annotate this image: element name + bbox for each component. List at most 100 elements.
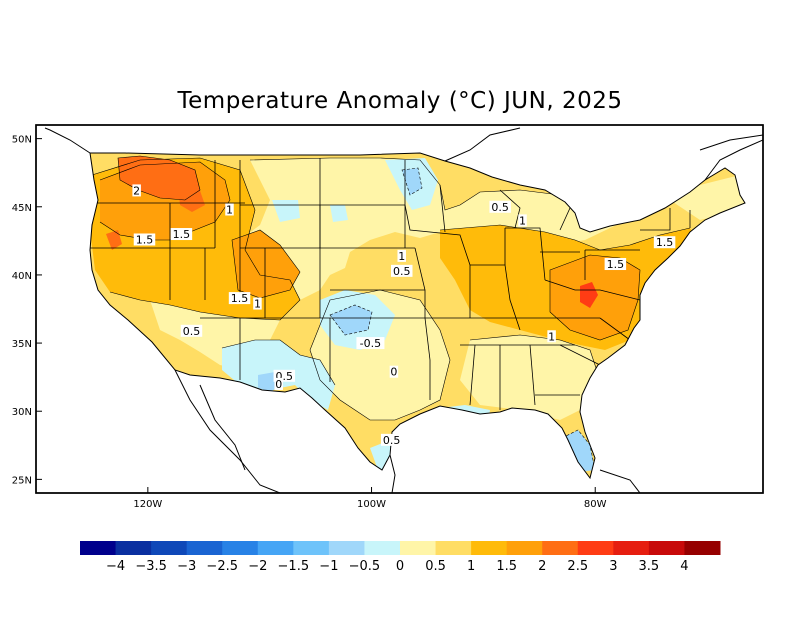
colorbar-label: −3 [177, 559, 196, 574]
colorbar-label: −1 [319, 559, 338, 574]
contour-label-text: 1 [398, 250, 405, 263]
contour-label: 1 [253, 297, 262, 311]
colorbar-swatch [151, 541, 188, 555]
contour-label-text: -0.5 [360, 337, 381, 350]
contour-label-text: 0.5 [383, 434, 401, 447]
colorbar-label: −1.5 [278, 559, 310, 574]
colorbar-swatch [684, 541, 721, 555]
colorbar-swatch [364, 541, 401, 555]
colorbar-label: −2 [248, 559, 267, 574]
colorbar-swatch [115, 541, 152, 555]
colorbar-swatch [328, 541, 365, 555]
contour-label-text: 1 [254, 298, 261, 311]
contour-label-bg [380, 433, 403, 446]
chart-title: Temperature Anomaly (°C) JUN, 2025 [177, 88, 623, 114]
contour-label-bg [604, 258, 627, 271]
contour-label: 0 [274, 377, 283, 391]
colorbar-swatch [542, 541, 579, 555]
lat-tick-label: 50N [12, 135, 32, 146]
lat-tick-label: 35N [12, 339, 32, 350]
baja-coast [174, 369, 281, 493]
anomaly-region-1.5-2-utah [232, 230, 300, 298]
contour-label-bg [225, 203, 234, 216]
colorbar-swatch [293, 541, 330, 555]
contour-label-bg [389, 365, 399, 378]
st-lawrence-coast [699, 134, 763, 151]
contour-label: 1 [547, 330, 556, 343]
lat-tick-label: 25N [12, 475, 32, 486]
contour-label: 1.5 [133, 233, 156, 246]
ontario-border [444, 127, 521, 162]
contour-label: 1 [397, 249, 406, 263]
contour-label: 1.5 [604, 258, 627, 271]
contour-label-bg [390, 264, 413, 277]
contour-label-bg [133, 233, 156, 246]
contour-label-text: 0 [390, 366, 397, 379]
quebec-coast [704, 139, 763, 181]
contour-label: -0.5 [356, 337, 385, 350]
contour-label-bg [180, 324, 203, 337]
anomaly-region-0-0.5-se [460, 335, 600, 420]
contour-label-bg [132, 184, 141, 197]
colorbar-label: 3.5 [639, 559, 660, 574]
contour-label-bg [356, 337, 385, 350]
contour-label: 0.5 [489, 200, 511, 214]
contour-labels: 21.5 1.511.5 10.50.50-0.500.510.50.511.51.… [132, 184, 676, 447]
anomaly-region-2-2.5-idaho [178, 185, 205, 212]
contour-label: 1.5 [228, 292, 251, 305]
anomaly-region-2-2.5-oregon [106, 230, 122, 250]
lat-tick-label: 30N [12, 407, 32, 418]
contour-label-bg [274, 377, 283, 390]
colorbar-swatch [186, 541, 223, 555]
colorbar-swatch [648, 541, 685, 555]
lon-tick-label: 100W [357, 499, 386, 510]
contour-label-text: 1.5 [607, 258, 625, 271]
contour-label-bg [170, 228, 193, 241]
contour-label-bg [397, 249, 406, 262]
contour-label-text: 0.5 [183, 325, 201, 338]
colorbar-swatch [400, 541, 437, 555]
contour-label-text: 2 [133, 184, 140, 197]
contour-label-text: 1.5 [173, 228, 191, 241]
contour-label-text: 1.5 [136, 233, 154, 246]
contour-label-text: 0.5 [393, 265, 411, 278]
lon-tick-label: 80W [584, 499, 607, 510]
anomaly-region-neg-0.5-0-wyoming [330, 205, 348, 222]
state-boundaries [90, 158, 691, 410]
colorbar-label: 4 [680, 559, 688, 574]
contour-label: 0.5 [390, 264, 413, 278]
colorbar-swatch [222, 541, 259, 555]
longitude-axis: 120W 100W 80W [133, 487, 607, 510]
contour-label: 0.5 [380, 433, 403, 447]
colorbar-swatch [435, 541, 472, 555]
lon-tick-label: 120W [133, 499, 162, 510]
canada-coast [44, 127, 91, 154]
colorbar-label: −3.5 [135, 559, 167, 574]
colorbar-swatch [80, 541, 117, 555]
colorbar-swatch [613, 541, 650, 555]
latitude-axis: 50N 45N 40N 35N 30N 25N [12, 135, 42, 486]
contour-label-bg [489, 200, 511, 213]
contour-label: 2 [132, 184, 141, 197]
colorbar-label: 0.5 [425, 559, 446, 574]
contour-label: 1.5 [170, 228, 193, 241]
contour-label: 1 [518, 214, 527, 227]
colorbar-label: −4 [106, 559, 125, 574]
colorbar-label: 1.5 [496, 559, 517, 574]
contour-label-text: 1 [519, 214, 526, 227]
colorbar-swatch [577, 541, 614, 555]
gulf-of-california-coast [199, 384, 246, 471]
coastlines [44, 127, 763, 493]
lat-tick-label: 45N [12, 203, 32, 214]
mexico-gulf-coast [389, 454, 396, 493]
anomaly-region-neg-0.5-0-arizona [226, 358, 250, 378]
contour-label-text: 1 [226, 204, 233, 217]
colorbar-label: −2.5 [206, 559, 238, 574]
contour-label-text: 1.5 [656, 236, 674, 249]
contour-label-text: 0.5 [491, 201, 509, 214]
contour-label: 1 [225, 203, 234, 217]
contour-label-text: 0 [275, 378, 282, 391]
colorbar-label: 2.5 [567, 559, 588, 574]
contour-label-bg [253, 297, 262, 310]
